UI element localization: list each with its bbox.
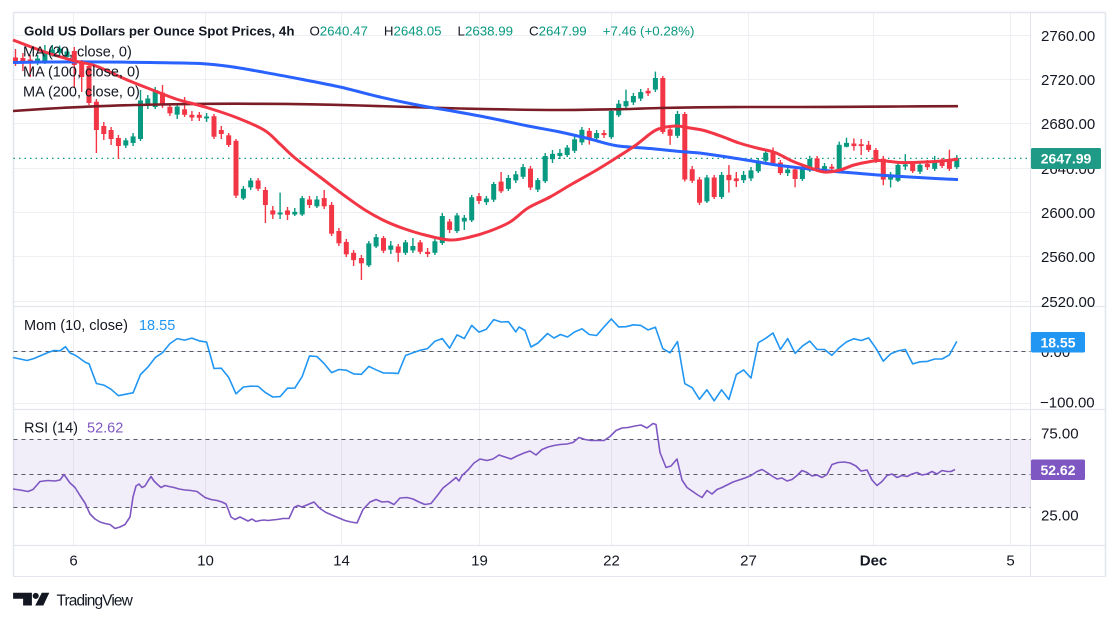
svg-text:Dec: Dec [860, 553, 888, 570]
svg-text:22: 22 [603, 553, 620, 570]
svg-text:TradingView: TradingView [57, 592, 134, 609]
svg-text:27: 27 [740, 553, 757, 570]
svg-text:2680.00: 2680.00 [1041, 116, 1095, 133]
svg-text:6: 6 [69, 553, 77, 570]
svg-text:2560.00: 2560.00 [1041, 249, 1095, 266]
svg-text:RSI (14) 52.62: RSI (14) 52.62 [24, 420, 123, 436]
svg-text:−100.00: −100.00 [1040, 395, 1095, 412]
svg-text:Gold US Dollars per Ounce Spot: Gold US Dollars per Ounce Spot Prices, 4… [24, 23, 694, 38]
svg-text:18.55: 18.55 [1040, 335, 1075, 351]
svg-text:75.00: 75.00 [1041, 425, 1079, 442]
svg-text:10: 10 [197, 553, 214, 570]
svg-text:2760.00: 2760.00 [1041, 28, 1095, 45]
svg-text:Mom (10, close) 18.55: Mom (10, close) 18.55 [24, 318, 175, 334]
svg-text:2720.00: 2720.00 [1041, 72, 1095, 89]
svg-text:MA (20, close, 0): MA (20, close, 0) [23, 44, 132, 60]
svg-text:MA (100, close, 0): MA (100, close, 0) [23, 64, 140, 80]
svg-text:19: 19 [471, 553, 488, 570]
svg-text:2600.00: 2600.00 [1041, 205, 1095, 222]
svg-text:52.62: 52.62 [1040, 462, 1075, 478]
svg-text:2647.99: 2647.99 [1041, 151, 1092, 167]
svg-text:MA (200, close, 0): MA (200, close, 0) [23, 84, 140, 100]
svg-text:2520.00: 2520.00 [1041, 294, 1095, 311]
svg-text:25.00: 25.00 [1041, 507, 1079, 524]
svg-text:5: 5 [1006, 553, 1014, 570]
svg-text:14: 14 [333, 553, 350, 570]
